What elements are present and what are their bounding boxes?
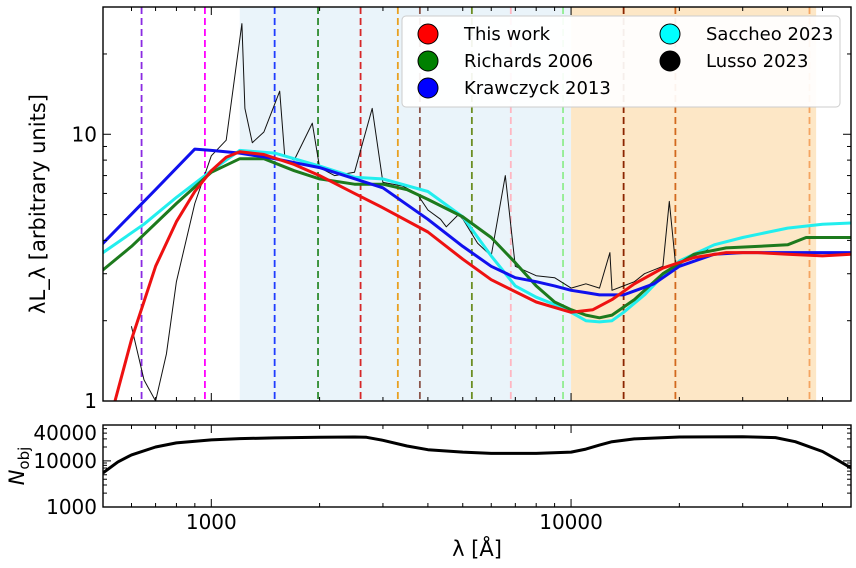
x-tick-label: 1000	[186, 510, 237, 534]
nobj-panel: 1000 10000 40000 1000 10000 Nobj λ [Å]	[5, 421, 852, 561]
legend-marker-richards-2006	[417, 50, 439, 72]
nobj-curve	[103, 435, 851, 475]
bottom-axis-ticks	[102, 424, 852, 508]
legend: This work Richards 2006 Krawczyck 2013 Sacc…	[401, 15, 841, 108]
bottom-y-axis-title: Nobj	[5, 447, 33, 486]
series-n-obj	[103, 435, 851, 475]
bottom-y-tick-label: 10000	[33, 449, 97, 473]
top-frame	[102, 6, 852, 402]
x-tick-labels: 1000 10000	[186, 510, 603, 534]
bottom-y-tick-label: 1000	[46, 495, 97, 519]
top-y-tick-labels: 1 10	[72, 122, 97, 413]
sed-curves	[103, 23, 851, 401]
legend-label-saccheo-2023: Saccheo 2023	[706, 24, 833, 45]
bottom-y-tick-label: 40000	[33, 421, 97, 445]
top-y-axis-title: λL_λ [arbitrary units]	[26, 94, 51, 314]
legend-marker-saccheo-2023	[659, 23, 681, 45]
legend-marker-this-work	[417, 23, 439, 45]
legend-label-this-work: This work	[463, 24, 551, 45]
legend-marker-lusso-2023	[659, 50, 681, 72]
legend-marker-krawczyck-2013	[417, 77, 439, 99]
top-y-tick-label: 10	[72, 122, 97, 146]
legend-label-lusso-2023: Lusso 2023	[706, 51, 808, 72]
series-lusso-2023	[131, 23, 709, 401]
x-axis-title: λ [Å]	[452, 535, 502, 561]
series-richards-2006	[103, 157, 851, 320]
legend-label-richards-2006: Richards 2006	[464, 51, 593, 72]
legend-box	[401, 15, 841, 108]
top-y-tick-label: 1	[84, 389, 97, 413]
bottom-frame	[102, 424, 852, 508]
top-axis-ticks	[102, 6, 852, 402]
bottom-y-tick-labels: 1000 10000 40000	[33, 421, 97, 519]
legend-label-krawczyck-2013: Krawczyck 2013	[464, 78, 611, 99]
series-this-work	[113, 150, 851, 401]
x-tick-label: 10000	[539, 510, 603, 534]
